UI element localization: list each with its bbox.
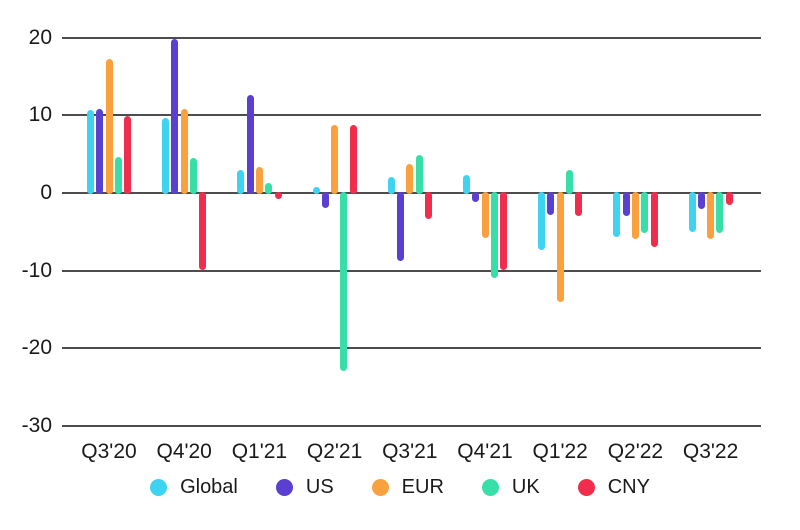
gridline-y--10 — [62, 269, 761, 272]
legend-label: Global — [180, 476, 238, 498]
bar-us-q221 — [321, 192, 329, 208]
x-axis-tick-label: Q3'22 — [682, 440, 739, 463]
bar-cny-q420 — [199, 192, 207, 270]
x-axis-tick-label: Q1'21 — [231, 440, 288, 463]
legend-item-us: US — [275, 476, 334, 499]
bar-cny-q122 — [575, 192, 583, 216]
bar-global-q221 — [312, 186, 320, 194]
bar-uk-q320 — [114, 157, 122, 194]
bar-eur-q322 — [707, 192, 715, 239]
y-axis-tick-label: -30 — [21, 413, 52, 437]
bar-global-q420 — [162, 117, 170, 194]
gridline-y-20 — [62, 36, 761, 39]
bar-global-q322 — [688, 192, 696, 232]
legend-dot-us — [275, 479, 293, 496]
gridline-y--30 — [62, 424, 761, 427]
bar-us-q122 — [547, 192, 555, 215]
bar-global-q222 — [613, 192, 621, 238]
bar-uk-q221 — [340, 192, 348, 371]
legend-item-global: Global — [150, 476, 238, 499]
bar-eur-q421 — [481, 192, 489, 238]
legend-label: US — [305, 476, 334, 498]
bar-eur-q121 — [255, 166, 263, 194]
bar-uk-q121 — [265, 182, 273, 194]
legend-label: UK — [511, 476, 540, 498]
bar-us-q222 — [622, 192, 630, 216]
x-axis-tick-label: Q4'21 — [457, 440, 513, 463]
bar-us-q421 — [472, 192, 480, 203]
legend-dot-uk — [481, 479, 499, 496]
x-axis-tick-label: Q1'22 — [532, 440, 588, 463]
bar-uk-q322 — [716, 192, 724, 234]
gridline-y-10 — [62, 114, 761, 117]
bar-cny-q221 — [349, 125, 357, 194]
bar-global-q122 — [538, 192, 546, 250]
bar-eur-q420 — [180, 109, 188, 194]
legend-dot-cny — [577, 479, 595, 496]
legend-dot-eur — [371, 479, 389, 496]
bar-cny-q320 — [124, 116, 132, 194]
bar-cny-q322 — [725, 192, 733, 206]
bar-global-q421 — [462, 175, 470, 194]
y-axis-tick-label: 0 — [40, 181, 52, 204]
bar-cny-q321 — [424, 192, 432, 219]
bar-eur-q320 — [105, 58, 113, 194]
bar-global-q321 — [387, 176, 395, 194]
bar-uk-q222 — [641, 192, 649, 233]
x-axis-tick-label: Q2'21 — [306, 440, 363, 463]
bar-uk-q122 — [566, 169, 573, 194]
legend-item-uk: UK — [481, 476, 540, 499]
bar-global-q121 — [237, 170, 245, 194]
legend-label: EUR — [401, 476, 444, 498]
x-axis-tick-label: Q4'20 — [156, 440, 212, 463]
y-axis-tick-label: 20 — [28, 25, 52, 49]
bar-us-q320 — [96, 109, 104, 194]
x-axis-tick-label: Q3'21 — [382, 440, 438, 463]
y-axis-tick-label: -20 — [21, 336, 52, 360]
bar-us-q420 — [171, 38, 179, 194]
bar-us-q322 — [697, 192, 705, 209]
legend-label: CNY — [607, 476, 650, 498]
bar-eur-q122 — [556, 192, 564, 302]
bar-cny-q421 — [500, 192, 508, 270]
bar-us-q321 — [397, 192, 404, 261]
legend-dot-global — [150, 479, 168, 496]
bar-cny-q222 — [650, 192, 658, 247]
y-axis-tick-label: -10 — [21, 258, 52, 282]
bar-uk-q421 — [490, 192, 498, 279]
bar-uk-q420 — [190, 158, 197, 194]
bar-cny-q121 — [274, 192, 282, 200]
y-axis-tick-label: 10 — [28, 103, 52, 127]
legend-item-eur: EUR — [371, 476, 444, 499]
legend: Global US EUR UK CNY — [0, 476, 800, 499]
bar-global-q320 — [86, 109, 94, 194]
bar-uk-q321 — [415, 154, 423, 194]
legend-item-cny: CNY — [577, 476, 650, 499]
bar-eur-q221 — [331, 124, 339, 194]
bar-eur-q321 — [406, 163, 414, 194]
x-axis-tick-label: Q3'20 — [81, 440, 137, 463]
gridline-y--20 — [62, 347, 761, 350]
bar-us-q121 — [246, 95, 254, 194]
bar-eur-q222 — [631, 192, 639, 239]
x-axis-tick-label: Q2'22 — [607, 440, 664, 463]
